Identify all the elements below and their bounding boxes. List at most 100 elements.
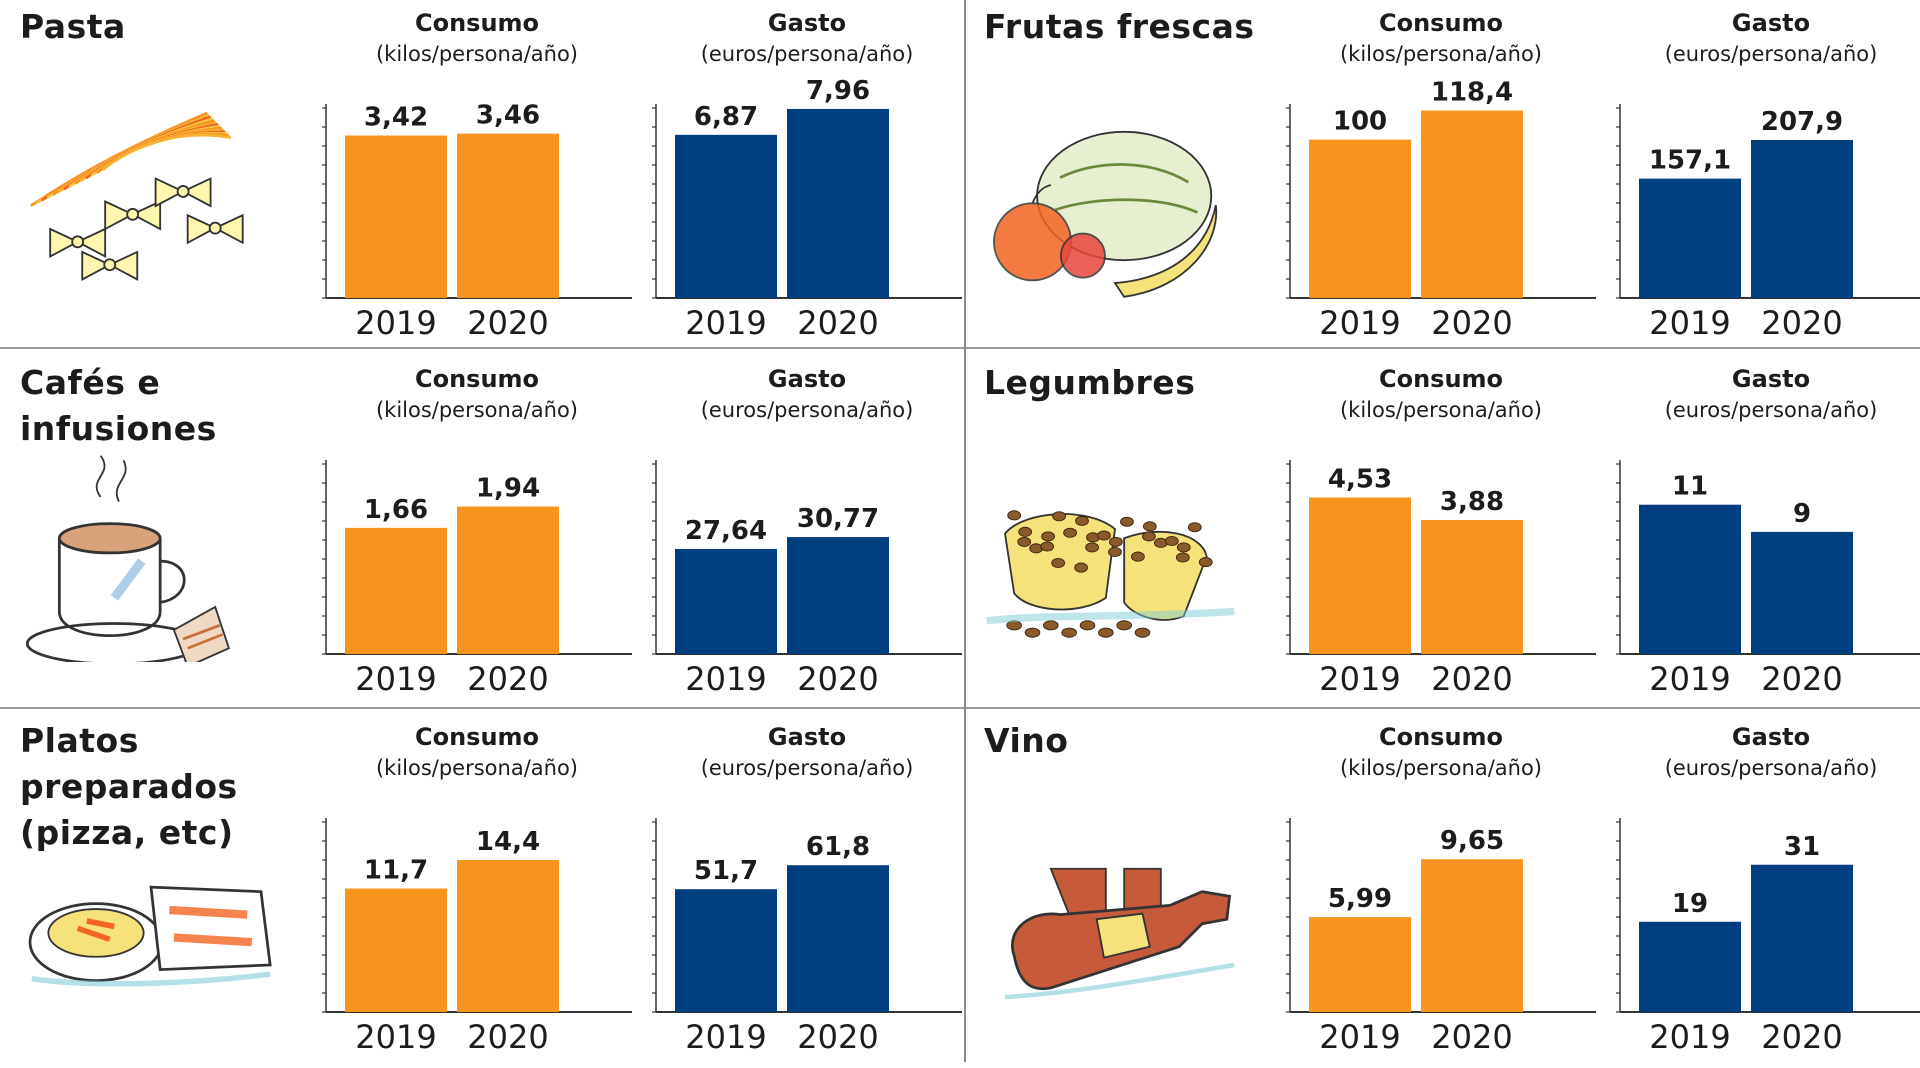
category-panel: Frutas frescas Consumo (kilos/persona/año)…	[964, 0, 1920, 354]
bar-2019	[675, 889, 777, 1012]
category-title-line: (pizza, etc)	[20, 813, 234, 852]
chart-title: Consumo	[1378, 9, 1504, 37]
chart-unit: (kilos/persona/año)	[1339, 398, 1543, 422]
x-tick-label: 2020	[1761, 1018, 1842, 1056]
chart-unit: (euros/persona/año)	[1664, 42, 1878, 66]
bar-2020	[1751, 139, 1853, 298]
chart-title: Gasto	[1731, 9, 1811, 37]
chart-unit: (kilos/persona/año)	[1339, 756, 1543, 780]
bar-2019	[345, 527, 447, 654]
x-tick-label: 2020	[467, 1018, 548, 1056]
x-tick-label: 2019	[1649, 1018, 1730, 1056]
bar-chart-plot: 100 2019 118,4 2020	[1286, 78, 1596, 342]
chart-title: Gasto	[767, 9, 847, 37]
bar-2019	[1309, 497, 1411, 654]
bar-2019	[1639, 178, 1741, 298]
consumo-chart: Consumo (kilos/persona/año) 100 2019 118,4 20…	[1276, 0, 1606, 354]
data-label: 5,99	[1328, 884, 1392, 914]
consumo-chart: Consumo (kilos/persona/año) 1,66 2019 1,94 20…	[312, 356, 642, 710]
chart-title: Gasto	[1731, 365, 1811, 393]
data-label: 3,88	[1440, 487, 1504, 517]
chart-unit: (euros/persona/año)	[700, 398, 914, 422]
bar-2020	[1751, 531, 1853, 654]
coffee-cup-icon	[25, 455, 231, 662]
gasto-chart: Gasto (euros/persona/año) 27,64 2019 30,77 20…	[642, 356, 972, 710]
bar-chart-plot: 27,64 2019 30,77 2020	[652, 460, 962, 698]
x-tick-label: 2020	[467, 660, 548, 698]
bar-2019	[675, 548, 777, 654]
x-tick-label: 2019	[355, 304, 436, 342]
category-panel: Pasta Consumo (kilos/persona/año) 3,42 2019 3…	[0, 0, 962, 354]
data-label: 9,65	[1440, 826, 1504, 856]
category-panel: Legumbres Consumo (kilos/persona/año) 4,53 2…	[964, 356, 1920, 710]
bar-2020	[457, 860, 559, 1012]
chart-unit: (kilos/persona/año)	[375, 42, 579, 66]
chart-title: Consumo	[1378, 723, 1504, 751]
bar-chart-plot: 19 2019 31 2020	[1616, 818, 1920, 1056]
x-tick-label: 2019	[1319, 660, 1400, 698]
data-label: 31	[1784, 832, 1820, 862]
data-label: 61,8	[806, 832, 870, 862]
chart-title: Gasto	[767, 723, 847, 751]
bar-chart-plot: 157,1 2019 207,9 2020	[1616, 104, 1920, 342]
bar-chart-plot: 11 2019 9 2020	[1616, 460, 1920, 698]
chart-title: Gasto	[767, 365, 847, 393]
chart-unit: (kilos/persona/año)	[375, 398, 579, 422]
gasto-chart: Gasto (euros/persona/año) 6,87 2019 7,96 2020	[642, 0, 972, 354]
chart-title: Consumo	[414, 723, 540, 751]
category-panel: Cafés e infusiones Consumo (kilos/persona/…	[0, 356, 962, 710]
consumo-chart: Consumo (kilos/persona/año) 3,42 2019 3,46 20…	[312, 0, 642, 354]
data-label: 4,53	[1328, 465, 1392, 495]
pasta-icon	[30, 112, 244, 281]
bar-2019	[1309, 139, 1411, 298]
data-label: 1,66	[364, 495, 428, 525]
wine-bottle-icon	[1004, 867, 1235, 1000]
bar-chart-plot: 3,42 2019 3,46 2020	[322, 101, 632, 342]
chart-unit: (kilos/persona/año)	[1339, 42, 1543, 66]
row-divider	[966, 347, 1920, 349]
x-tick-label: 2020	[1761, 304, 1842, 342]
x-tick-label: 2020	[1431, 304, 1512, 342]
gasto-chart: Gasto (euros/persona/año) 19 2019 31 2020	[1606, 714, 1920, 1068]
bar-2019	[1309, 917, 1411, 1012]
x-tick-label: 2020	[1761, 660, 1842, 698]
bar-2020	[1421, 859, 1523, 1012]
bar-2020	[457, 506, 559, 654]
x-tick-label: 2019	[685, 1018, 766, 1056]
bar-2020	[787, 865, 889, 1012]
x-tick-label: 2019	[1319, 1018, 1400, 1056]
bar-2020	[787, 108, 889, 298]
chart-unit: (kilos/persona/año)	[375, 756, 579, 780]
bar-2020	[1421, 519, 1523, 654]
category-title: Vino	[984, 721, 1069, 760]
data-label: 27,64	[685, 516, 767, 546]
category-title: Frutas frescas	[984, 7, 1255, 46]
chart-unit: (euros/persona/año)	[700, 756, 914, 780]
bar-2019	[345, 135, 447, 298]
bar-chart-plot: 4,53 2019 3,88 2020	[1286, 460, 1596, 698]
bar-2019	[675, 134, 777, 298]
gasto-chart: Gasto (euros/persona/año) 11 2019 9 2020	[1606, 356, 1920, 710]
x-tick-label: 2019	[1649, 660, 1730, 698]
legumes-icon	[986, 510, 1235, 638]
data-label: 6,87	[694, 102, 758, 132]
bar-2020	[1751, 864, 1853, 1012]
data-label: 100	[1333, 107, 1387, 137]
x-tick-label: 2020	[797, 1018, 878, 1056]
category-title: Platos preparados (pizza, etc)	[20, 718, 350, 856]
row-divider	[966, 707, 1920, 709]
gasto-chart: Gasto (euros/persona/año) 157,1 2019 207,9 20…	[1606, 0, 1920, 354]
category-title-line: Platos preparados	[20, 721, 238, 806]
data-label: 9	[1793, 499, 1811, 529]
chart-title: Consumo	[1378, 365, 1504, 393]
data-label: 30,77	[797, 504, 879, 534]
row-divider	[0, 707, 964, 709]
bar-2020	[1421, 110, 1523, 299]
data-label: 3,42	[364, 103, 428, 133]
bar-2020	[787, 537, 889, 654]
x-tick-label: 2019	[685, 660, 766, 698]
consumo-chart: Consumo (kilos/persona/año) 5,99 2019 9,65 20…	[1276, 714, 1606, 1068]
x-tick-label: 2019	[1319, 304, 1400, 342]
data-label: 11	[1672, 472, 1708, 502]
